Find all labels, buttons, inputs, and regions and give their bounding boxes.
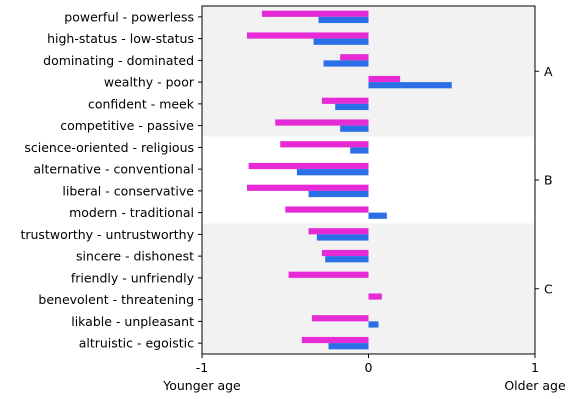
category-label: dominating - dominated: [43, 53, 194, 68]
bar-series2-row-9: [368, 212, 387, 219]
bar-series2-row-2: [323, 60, 369, 67]
bar-series1-row-5: [275, 119, 369, 126]
bar-series1-row-15: [301, 336, 369, 344]
bar-series1-row-14: [311, 315, 369, 322]
category-label: alternative - conventional: [33, 162, 194, 177]
category-label: wealthy - poor: [104, 75, 195, 90]
bar-series2-row-7: [296, 169, 369, 176]
bar-series1-row-2: [340, 54, 369, 61]
x-tick-label: -1: [196, 360, 208, 375]
bar-series1-row-10: [308, 228, 369, 235]
group-axis: A B C: [535, 64, 553, 296]
group-label: B: [544, 173, 553, 188]
x-tick-label: 0: [365, 360, 373, 375]
category-label: trustworthy - untrustworthy: [20, 227, 194, 242]
category-label: science-oriented - religious: [24, 140, 194, 155]
category-label: altruistic - egoistic: [79, 336, 194, 351]
category-label: likable - unpleasant: [71, 314, 194, 329]
bar-series2-row-10: [316, 234, 369, 241]
category-label: sincere - dishonest: [76, 249, 194, 264]
bar-series1-row-0: [261, 10, 369, 17]
bar-series1-row-12: [288, 271, 369, 278]
group-shading: [202, 6, 535, 354]
category-label: confident - meek: [88, 96, 195, 111]
x-axis-label-right: Older age: [504, 378, 566, 393]
bar-series2-row-8: [308, 190, 369, 198]
category-labels: powerful - powerless high-status - low-st…: [20, 9, 202, 351]
category-label: benevolent - threatening: [38, 292, 194, 307]
bar-series1-row-1: [246, 32, 369, 39]
category-label: competitive - passive: [60, 118, 194, 133]
bar-series1-row-8: [246, 184, 369, 191]
bars: [246, 10, 452, 350]
category-label: high-status - low-status: [47, 31, 194, 46]
category-label: friendly - unfriendly: [71, 270, 195, 285]
bar-series1-row-3: [368, 75, 401, 83]
bar-series2-row-1: [313, 38, 369, 45]
bar-series1-row-7: [248, 162, 369, 170]
bar-series1-row-11: [321, 249, 369, 257]
x-tick-label: 1: [531, 360, 539, 375]
bar-series1-row-9: [285, 206, 369, 213]
bar-series2-row-6: [350, 147, 369, 154]
plot-frame: [201, 5, 536, 355]
group-shade-a: [202, 6, 535, 137]
group-shade-c: [202, 223, 535, 354]
group-label: A: [544, 64, 553, 79]
group-label: C: [544, 281, 553, 296]
bar-series2-row-4: [335, 103, 369, 111]
bar-series2-row-15: [328, 343, 369, 350]
category-label: modern - traditional: [69, 205, 194, 220]
category-label: powerful - powerless: [64, 9, 194, 24]
bar-series2-row-5: [340, 125, 369, 132]
bar-series2-row-3: [368, 82, 452, 89]
bar-series1-row-6: [280, 141, 369, 148]
category-label: liberal - conservative: [62, 183, 194, 198]
bar-series2-row-0: [318, 16, 369, 24]
x-axis: -1 0 1 Younger age Older age: [162, 354, 566, 393]
bar-series2-row-14: [368, 321, 379, 328]
bar-series2-row-11: [325, 256, 369, 263]
bar-series1-row-4: [321, 97, 369, 104]
bar-series1-row-13: [368, 293, 382, 300]
x-axis-label-left: Younger age: [162, 378, 241, 393]
